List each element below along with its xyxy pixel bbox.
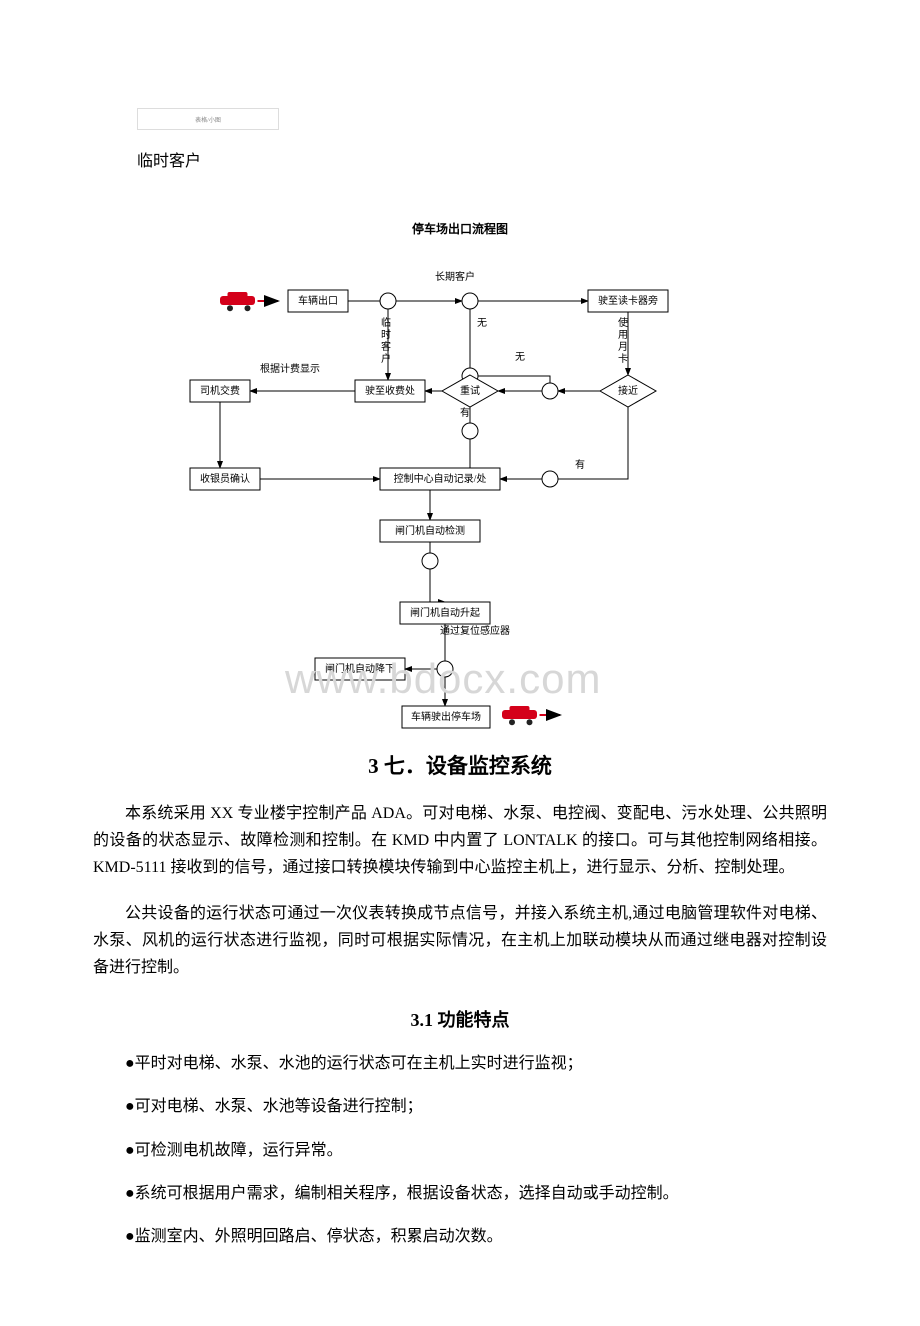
- document-page: 表格/小图 临时客户 停车场出口流程图 车辆出口长期客户驶至读卡器旁临时客户无使…: [0, 0, 920, 1326]
- bullet-list: ●平时对电梯、水泵、水池的运行状态可在主机上实时进行监视； ●可对电梯、水泵、水池…: [93, 1050, 827, 1250]
- header-thumbnail: 表格/小图: [137, 108, 279, 130]
- svg-text:使: 使: [618, 316, 628, 329]
- svg-text:司机交费: 司机交费: [200, 384, 240, 397]
- svg-text:通过复位感应器: 通过复位感应器: [440, 624, 510, 637]
- flowchart-title: 停车场出口流程图: [180, 220, 740, 237]
- svg-text:客: 客: [381, 340, 391, 353]
- svg-text:接近: 接近: [618, 384, 638, 397]
- temp-customer-label: 临时客户: [137, 147, 201, 171]
- svg-text:重试: 重试: [460, 384, 480, 397]
- svg-text:户: 户: [381, 352, 391, 365]
- svg-text:月: 月: [618, 341, 628, 353]
- svg-text:时: 时: [381, 329, 391, 341]
- exit-flowchart: 停车场出口流程图 车辆出口 长期客户驶至读卡器旁临时客户 无 使用月卡司机交费 根据计费…: [180, 220, 740, 720]
- svg-text:驶至读卡器旁: 驶至读卡器旁: [598, 294, 658, 307]
- svg-text:无: 无: [515, 352, 525, 363]
- paragraph-2: 公共设备的运行状态可通过一次仪表转换成节点信号，并接入系统主机,通过电脑管理软件…: [93, 900, 827, 982]
- bullet-item: ●可检测电机故障，运行异常。: [93, 1137, 827, 1164]
- svg-text:临: 临: [381, 316, 391, 329]
- svg-text:卡: 卡: [618, 352, 628, 365]
- svg-text:有: 有: [460, 406, 470, 419]
- svg-text:驶至收费处: 驶至收费处: [365, 384, 415, 397]
- svg-text:车辆出口: 车辆出口: [298, 294, 338, 307]
- svg-text:闸门机自动检测: 闸门机自动检测: [395, 524, 465, 537]
- sub-heading: 3.1 功能特点: [93, 1006, 827, 1032]
- bullet-item: ●监测室内、外照明回路启、停状态，积累启动次数。: [93, 1223, 827, 1250]
- paragraph-1: 本系统采用 XX 专业楼宇控制产品 ADA。可对电梯、水泵、电控阀、变配电、污水…: [93, 800, 827, 882]
- flowchart-svg: 车辆出口 长期客户驶至读卡器旁临时客户 无 使用月卡司机交费 根据计费显示驶至收费处 重试…: [180, 240, 740, 740]
- svg-text:根据计费显示: 根据计费显示: [260, 362, 320, 375]
- section-heading: 3 七．设备监控系统: [93, 750, 827, 780]
- svg-text:无: 无: [477, 318, 487, 329]
- svg-text:有: 有: [575, 458, 585, 471]
- svg-text:闸门机自动升起: 闸门机自动升起: [410, 606, 480, 619]
- svg-text:长期客户: 长期客户: [435, 270, 475, 283]
- svg-text:车辆驶出停车场: 车辆驶出停车场: [411, 710, 481, 723]
- svg-text:控制中心自动记录/处: 控制中心自动记录/处: [394, 472, 487, 485]
- svg-text:收银员确认: 收银员确认: [200, 472, 250, 485]
- svg-text:闸门机自动降下: 闸门机自动降下: [325, 662, 395, 675]
- bullet-item: ●系统可根据用户需求，编制相关程序，根据设备状态，选择自动或手动控制。: [93, 1180, 827, 1207]
- bullet-item: ●可对电梯、水泵、水池等设备进行控制；: [93, 1093, 827, 1120]
- svg-text:用: 用: [618, 330, 628, 341]
- bullet-item: ●平时对电梯、水泵、水池的运行状态可在主机上实时进行监视；: [93, 1050, 827, 1077]
